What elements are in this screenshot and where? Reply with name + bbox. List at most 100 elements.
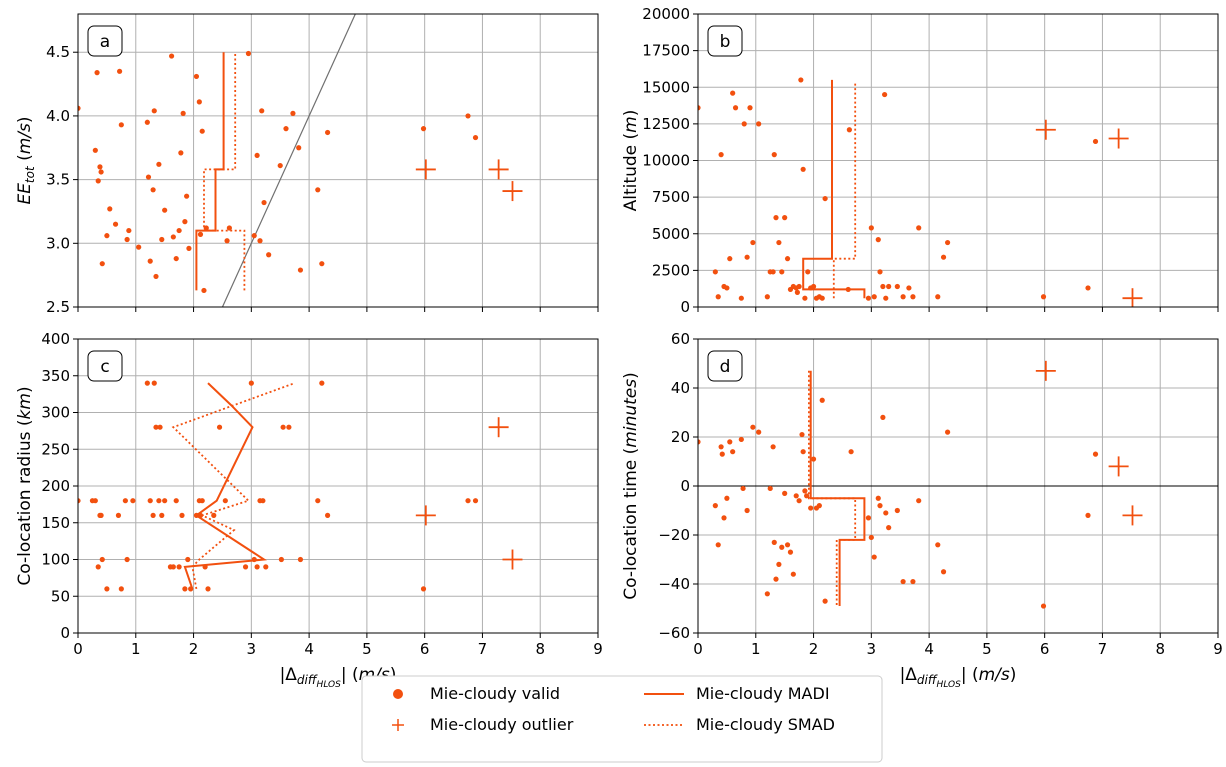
valid-point: [877, 269, 883, 275]
valid-point: [756, 429, 762, 435]
valid-point: [698, 105, 701, 111]
valid-point: [868, 534, 874, 541]
valid-point: [254, 152, 260, 159]
y-tick-label: 0: [680, 298, 690, 316]
valid-point: [883, 295, 889, 301]
panel-label: a: [100, 32, 110, 52]
valid-point: [773, 215, 779, 221]
valid-point: [245, 50, 252, 57]
valid-point: [153, 424, 159, 430]
plot-area: [698, 360, 1218, 609]
valid-point: [730, 449, 736, 455]
valid-point: [715, 542, 721, 548]
valid-point: [845, 286, 851, 293]
valid-point: [226, 225, 232, 231]
valid-point: [222, 498, 228, 504]
valid-point: [159, 236, 165, 243]
valid-point: [810, 456, 817, 462]
valid-point: [144, 380, 150, 386]
legend-label: Mie-cloudy MADI: [696, 684, 830, 703]
y-tick-label: 2500: [652, 261, 690, 279]
valid-point: [790, 571, 796, 577]
outlier-point: [415, 159, 436, 180]
valid-point: [808, 505, 814, 511]
x-tick-label: 4: [304, 640, 314, 658]
valid-point: [92, 147, 98, 153]
x-tick-label: 6: [420, 640, 430, 658]
valid-point: [724, 495, 730, 501]
axes-frame: [77, 13, 599, 308]
valid-point: [871, 294, 877, 300]
valid-point: [136, 244, 142, 250]
valid-point: [151, 380, 157, 386]
valid-point: [202, 564, 208, 570]
valid-point: [738, 295, 744, 301]
valid-point: [730, 90, 736, 96]
valid-point: [1092, 138, 1099, 145]
y-tick-label: 60: [671, 330, 690, 348]
y-tick-label: 250: [41, 440, 70, 458]
plot-area: [698, 77, 1143, 307]
valid-point: [900, 578, 906, 585]
legend-item: Mie-cloudy SMAD: [644, 715, 835, 734]
valid-point: [99, 261, 105, 267]
valid-point: [472, 498, 479, 504]
madi-line: [183, 382, 267, 590]
x-tick-label: 8: [1155, 640, 1165, 658]
y-tick-label: 0: [680, 477, 690, 495]
valid-point: [193, 512, 200, 519]
x-tick-label: 9: [1213, 640, 1223, 658]
y-axis-label: EEtot (m/s): [15, 116, 37, 204]
y-tick-label: 400: [41, 330, 70, 348]
valid-point: [764, 294, 770, 300]
valid-point: [251, 233, 257, 239]
valid-point: [290, 110, 296, 116]
valid-point: [741, 121, 747, 127]
valid-point: [882, 91, 888, 98]
valid-point: [260, 498, 266, 504]
x-tick-label: 0: [693, 640, 703, 658]
x-tick-label: 0: [73, 640, 83, 658]
valid-point: [197, 231, 204, 237]
valid-point: [744, 254, 750, 260]
legend-item: Mie-cloudy MADI: [644, 684, 830, 703]
panel-label-box: [87, 350, 123, 382]
valid-point: [910, 294, 916, 300]
valid-point: [940, 254, 947, 260]
valid-point: [900, 294, 906, 300]
valid-point: [871, 554, 877, 560]
valid-point: [180, 110, 186, 116]
valid-point: [886, 525, 892, 531]
valid-point: [883, 510, 889, 516]
valid-point: [248, 380, 254, 386]
valid-point: [124, 236, 130, 243]
valid-point: [724, 285, 730, 291]
valid-point: [886, 283, 892, 290]
valid-point: [816, 503, 822, 509]
valid-point: [124, 556, 130, 563]
valid-point: [186, 245, 192, 251]
y-tick-label: 50: [51, 587, 70, 605]
valid-point: [793, 493, 799, 499]
x-tick-label: 3: [867, 640, 877, 658]
panel-label-box: [707, 350, 743, 382]
valid-point: [145, 174, 152, 180]
valid-point: [727, 439, 733, 445]
outlier-point: [502, 181, 523, 202]
valid-point: [162, 207, 168, 213]
valid-point: [779, 544, 785, 550]
valid-point: [170, 564, 176, 570]
valid-point: [156, 161, 162, 167]
valid-point: [940, 569, 947, 575]
x-tick-label: 2: [809, 640, 819, 658]
y-tick-label: 17500: [642, 42, 690, 60]
smad-line: [808, 370, 857, 606]
valid-point: [197, 512, 204, 519]
valid-point: [782, 215, 788, 221]
x-tick-label: 5: [982, 640, 992, 658]
valid-point: [916, 225, 922, 231]
valid-point: [750, 424, 756, 430]
x-tick-label: 1: [751, 640, 761, 658]
valid-point: [156, 498, 162, 504]
valid-point: [150, 187, 156, 193]
